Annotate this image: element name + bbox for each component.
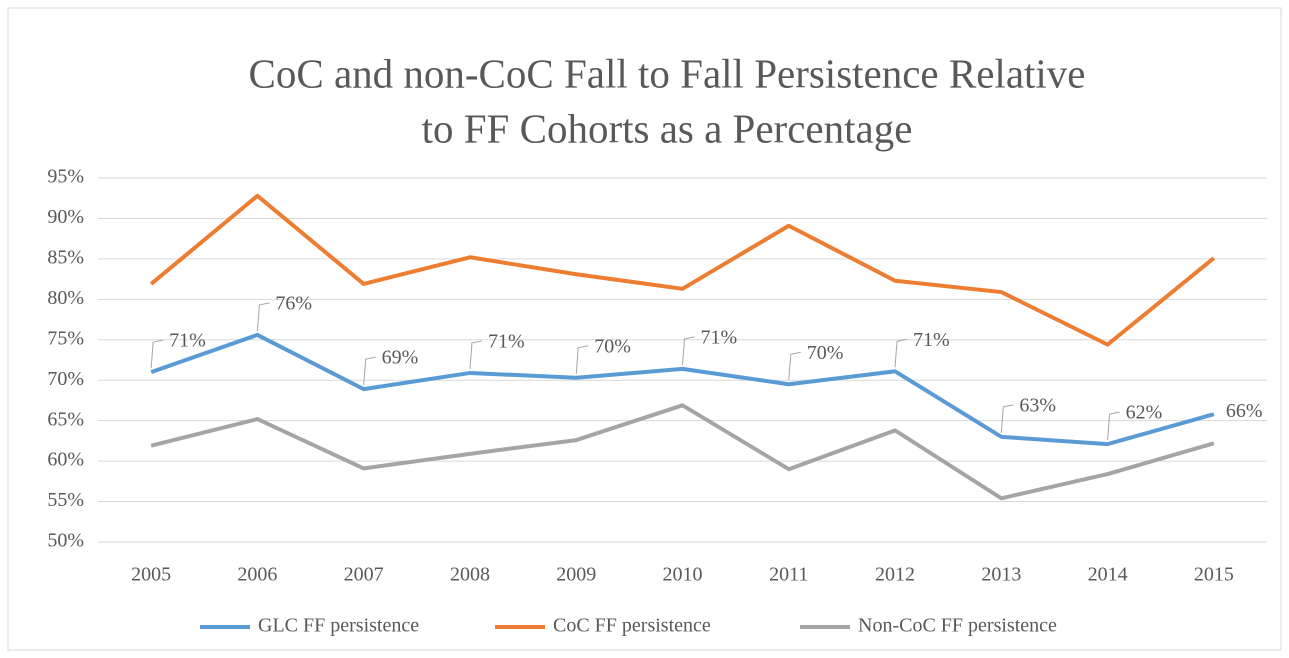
series-line <box>150 332 1215 447</box>
data-label: 71% <box>913 329 950 351</box>
legend-label: Non-CoC FF persistence <box>858 615 1057 637</box>
data-label: 76% <box>275 293 312 315</box>
data-label: 71% <box>488 331 525 353</box>
y-tick-label: 90% <box>47 206 84 228</box>
data-label: 71% <box>169 330 206 352</box>
data-label: 71% <box>701 326 738 348</box>
series-line <box>150 403 1215 501</box>
label-leader <box>575 345 589 374</box>
x-tick-label: 2006 <box>237 564 277 586</box>
y-tick-label: 65% <box>47 408 84 430</box>
x-tick-label: 2015 <box>1194 564 1234 586</box>
data-label: 70% <box>594 335 631 357</box>
chart-title: to FF Cohorts as a Percentage <box>422 105 913 151</box>
legend-label: GLC FF persistence <box>258 615 419 637</box>
data-label: 62% <box>1126 402 1163 424</box>
y-tick-label: 80% <box>47 287 84 309</box>
x-tick-label: 2013 <box>981 564 1021 586</box>
y-tick-label: 85% <box>47 246 84 268</box>
chart-title: CoC and non-CoC Fall to Fall Persistence… <box>249 50 1086 96</box>
chart-border <box>7 7 1282 651</box>
y-tick-label: 70% <box>47 368 84 390</box>
label-leader <box>682 336 695 365</box>
y-tick-label: 75% <box>47 327 84 349</box>
data-label: 66% <box>1226 400 1263 422</box>
data-label: 63% <box>1019 394 1056 416</box>
x-tick-label: 2011 <box>769 564 808 586</box>
label-leader <box>788 351 801 381</box>
data-label: 70% <box>807 342 844 364</box>
y-tick-label: 95% <box>47 166 84 188</box>
x-tick-label: 2005 <box>131 564 171 586</box>
y-tick-label: 55% <box>47 489 84 511</box>
x-tick-label: 2010 <box>663 564 703 586</box>
series-line <box>149 193 1216 347</box>
data-label: 69% <box>382 347 419 369</box>
x-tick-label: 2014 <box>1088 564 1128 586</box>
x-tick-label: 2009 <box>556 564 596 586</box>
label-leader <box>363 356 376 386</box>
label-leader <box>469 340 483 369</box>
y-tick-label: 50% <box>47 530 84 552</box>
label-leader <box>1107 411 1120 441</box>
x-tick-label: 2008 <box>450 564 490 586</box>
legend-label: CoC FF persistence <box>553 615 711 637</box>
label-leader <box>256 302 270 331</box>
x-tick-label: 2012 <box>875 564 915 586</box>
label-leader <box>894 338 908 368</box>
label-leader <box>150 339 164 369</box>
x-tick-label: 2007 <box>344 564 384 586</box>
y-tick-label: 60% <box>47 449 84 471</box>
label-leader <box>1000 404 1014 433</box>
